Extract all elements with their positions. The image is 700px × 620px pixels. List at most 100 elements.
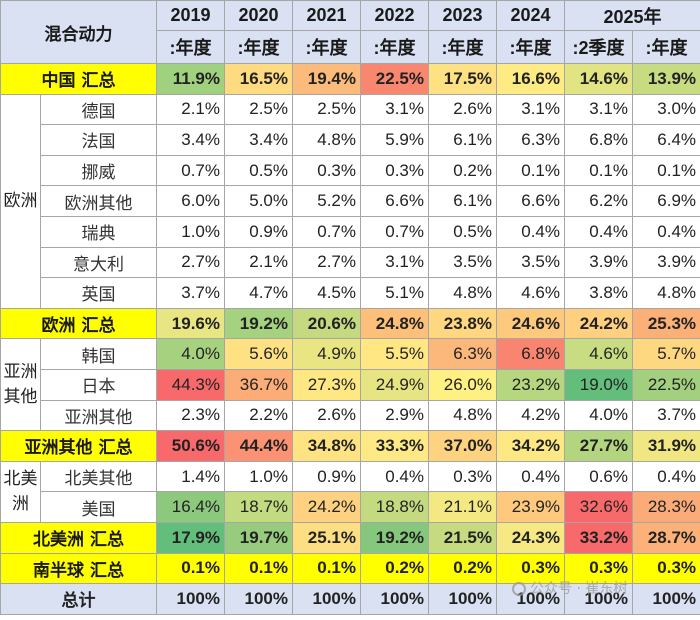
country-label: 美国: [40, 491, 157, 523]
value-cell: 6.2%: [564, 185, 633, 217]
table-row: 瑞典 1.0% 0.9% 0.7% 0.7% 0.5% 0.4% 0.4% 0.4%: [1, 215, 700, 248]
value-cell: 3.1%: [496, 93, 565, 126]
value-cell: 5.9%: [360, 124, 429, 156]
value-cell: 0.5%: [224, 154, 293, 187]
value-cell: 26.0%: [428, 368, 497, 401]
value-cell: 14.6%: [564, 63, 633, 95]
value-cell: 19.2%: [224, 307, 293, 340]
value-cell: 33.3%: [360, 430, 429, 462]
country-label: 意大利: [40, 246, 157, 279]
period-header: :年度: [360, 30, 429, 64]
value-cell: 4.7%: [224, 277, 293, 309]
total-label: 南半球 汇总: [0, 552, 157, 585]
value-cell: 100%: [292, 583, 361, 615]
value-cell: 4.2%: [496, 399, 565, 432]
value-cell: 2.1%: [224, 246, 293, 279]
value-cell: 22.5%: [631, 368, 700, 401]
table-row: 意大利 2.7% 2.1% 2.7% 3.1% 3.5% 3.5% 3.9% 3.9%: [1, 246, 700, 279]
value-cell: 0.3%: [631, 552, 700, 585]
value-cell: 4.8%: [428, 399, 497, 432]
value-cell: 32.6%: [564, 491, 633, 523]
value-cell: 25.1%: [292, 521, 361, 554]
value-cell: 2.6%: [292, 399, 361, 432]
value-cell: 3.1%: [360, 93, 429, 126]
value-cell: 6.8%: [496, 338, 565, 370]
value-cell: 0.4%: [564, 215, 633, 248]
period-header: :年度: [292, 30, 361, 64]
value-cell: 6.0%: [156, 185, 225, 217]
value-cell: 3.7%: [156, 277, 225, 309]
value-cell: 0.4%: [496, 460, 565, 493]
period-header: :年度: [428, 30, 497, 64]
year-header: 2024: [496, 0, 565, 31]
value-cell: 4.8%: [292, 124, 361, 156]
value-cell: 3.5%: [428, 246, 497, 279]
value-cell: 17.9%: [156, 521, 225, 554]
period-header: :2季度: [564, 30, 633, 64]
value-cell: 0.4%: [631, 460, 700, 493]
value-cell: 3.4%: [224, 124, 293, 156]
country-label: 英国: [40, 277, 157, 309]
value-cell: 0.9%: [292, 460, 361, 493]
period-header: :年度: [156, 30, 225, 64]
value-cell: 20.6%: [292, 307, 361, 340]
year-header: 2020: [224, 0, 293, 31]
value-cell: 0.1%: [224, 552, 293, 585]
value-cell: 0.3%: [360, 154, 429, 187]
value-cell: 5.2%: [292, 185, 361, 217]
value-cell: 24.2%: [292, 491, 361, 523]
value-cell: 100%: [360, 583, 429, 615]
header-row-years: 混合动力 2019 2020 2021 2022 2023 2024 2025年: [0, 0, 700, 64]
value-cell: 19.6%: [156, 307, 225, 340]
value-cell: 0.3%: [564, 552, 633, 585]
value-cell: 18.8%: [360, 491, 429, 523]
value-cell: 36.7%: [224, 368, 293, 401]
country-label: 法国: [40, 124, 157, 156]
region-label: 欧洲: [0, 93, 41, 309]
total-label: 亚洲其他 汇总: [0, 430, 157, 462]
value-cell: 24.9%: [360, 368, 429, 401]
value-cell: 0.1%: [496, 154, 565, 187]
value-cell: 13.9%: [631, 63, 700, 95]
total-label: 北美洲 汇总: [0, 521, 157, 554]
value-cell: 1.0%: [224, 460, 293, 493]
country-label: 北美其他: [40, 460, 157, 493]
value-cell: 21.5%: [428, 521, 497, 554]
country-label: 韩国: [40, 338, 157, 370]
value-cell: 18.7%: [224, 491, 293, 523]
value-cell: 37.0%: [428, 430, 497, 462]
value-cell: 0.2%: [360, 552, 429, 585]
value-cell: 4.6%: [564, 338, 633, 370]
value-cell: 4.6%: [496, 277, 565, 309]
value-cell: 19.2%: [360, 521, 429, 554]
value-cell: 100%: [496, 583, 565, 615]
value-cell: 23.2%: [496, 368, 565, 401]
value-cell: 0.4%: [360, 460, 429, 493]
value-cell: 0.7%: [292, 215, 361, 248]
value-cell: 3.7%: [631, 399, 700, 432]
year-header: 2019: [156, 0, 225, 31]
value-cell: 25.3%: [631, 307, 700, 340]
value-cell: 6.8%: [564, 124, 633, 156]
value-cell: 2.5%: [292, 93, 361, 126]
value-cell: 4.8%: [428, 277, 497, 309]
value-cell: 0.6%: [564, 460, 633, 493]
value-cell: 0.5%: [428, 215, 497, 248]
value-cell: 3.9%: [631, 246, 700, 279]
value-cell: 5.7%: [631, 338, 700, 370]
value-cell: 21.1%: [428, 491, 497, 523]
table-row: 欧洲 德国 2.1% 2.5% 2.5% 3.1% 2.6% 3.1% 3.1% 3.0%: [0, 93, 700, 309]
total-label: 欧洲 汇总: [0, 307, 157, 340]
value-cell: 11.9%: [156, 63, 225, 95]
value-cell: 4.0%: [564, 399, 633, 432]
value-cell: 0.1%: [156, 552, 225, 585]
value-cell: 100%: [224, 583, 293, 615]
value-cell: 4.9%: [292, 338, 361, 370]
value-cell: 4.5%: [292, 277, 361, 309]
value-cell: 2.7%: [292, 246, 361, 279]
value-cell: 0.2%: [428, 154, 497, 187]
country-label: 亚洲其他: [40, 399, 157, 432]
value-cell: 6.6%: [360, 185, 429, 217]
value-cell: 3.0%: [631, 93, 700, 126]
